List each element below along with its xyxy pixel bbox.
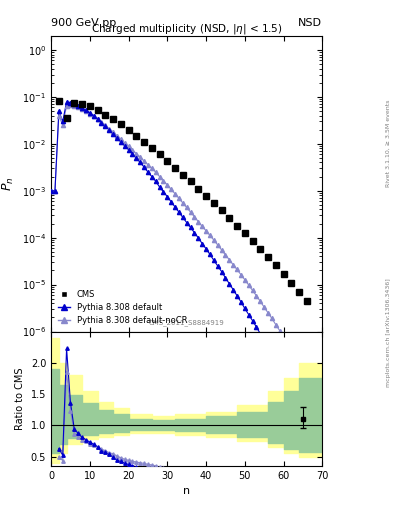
Y-axis label: Ratio to CMS: Ratio to CMS — [15, 368, 25, 430]
Legend: CMS, Pythia 8.308 default, Pythia 8.308 default-noCR: CMS, Pythia 8.308 default, Pythia 8.308 … — [55, 287, 190, 327]
X-axis label: n: n — [183, 486, 190, 496]
Text: CMS_2011_S8884919: CMS_2011_S8884919 — [149, 319, 224, 326]
Text: mcplots.cern.ch [arXiv:1306.3436]: mcplots.cern.ch [arXiv:1306.3436] — [386, 279, 391, 387]
Title: Charged multiplicity (NSD, |$\eta$| < 1.5): Charged multiplicity (NSD, |$\eta$| < 1.… — [91, 22, 283, 36]
Text: Rivet 3.1.10, ≥ 3.5M events: Rivet 3.1.10, ≥ 3.5M events — [386, 100, 391, 187]
Text: NSD: NSD — [298, 18, 322, 28]
Text: 900 GeV pp: 900 GeV pp — [51, 18, 116, 28]
Y-axis label: $P_n$: $P_n$ — [1, 177, 17, 191]
